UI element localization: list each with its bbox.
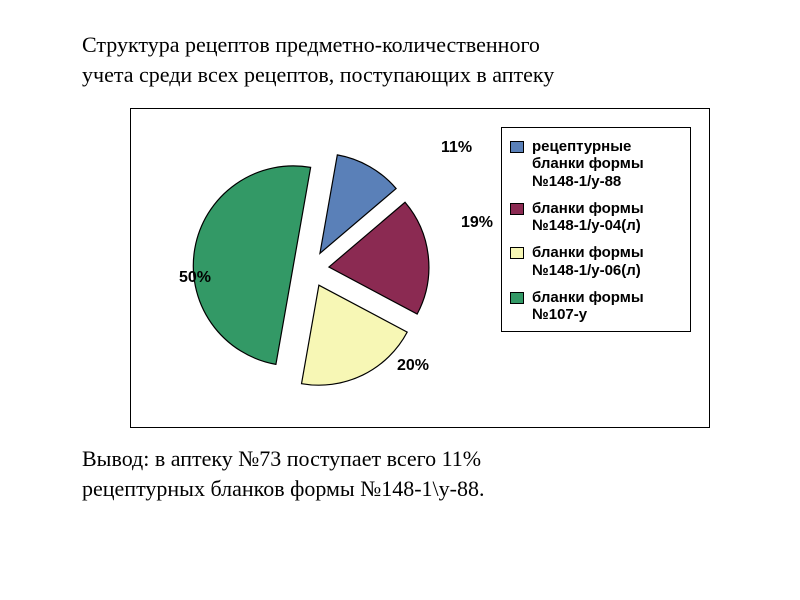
- legend-swatch-0: [510, 141, 524, 153]
- legend-swatch-3: [510, 292, 524, 304]
- legend-item-3: бланки формы №107-у: [510, 289, 682, 324]
- slice-label-1: 19%: [461, 214, 493, 232]
- pie-chart-frame: 11% 19% 20% 50% рецептурные бланки формы…: [130, 108, 710, 428]
- slice-label-3: 50%: [179, 269, 211, 287]
- legend-text-1: бланки формы №148-1/у-04(л): [532, 200, 682, 235]
- legend-text-3: бланки формы №107-у: [532, 289, 682, 324]
- legend-item-0: рецептурные бланки формы №148-1/у-88: [510, 138, 682, 190]
- conclusion-text: Вывод: в аптеку №73 поступает всего 11% …: [82, 444, 722, 503]
- pie-slice-3: [193, 166, 310, 364]
- title-line-1: Структура рецептов предметно-количествен…: [82, 32, 540, 57]
- title-line-2: учета среди всех рецептов, поступающих в…: [82, 62, 554, 87]
- legend-item-1: бланки формы №148-1/у-04(л): [510, 200, 682, 235]
- conclusion-line-2: рецептурных бланков формы №148-1\у-88.: [82, 476, 484, 501]
- legend-item-2: бланки формы №148-1/у-06(л): [510, 244, 682, 279]
- legend-text-0: рецептурные бланки формы №148-1/у-88: [532, 138, 682, 190]
- slice-label-2: 20%: [397, 357, 429, 375]
- slice-label-0: 11%: [441, 139, 472, 157]
- legend: рецептурные бланки формы №148-1/у-88 бла…: [501, 127, 691, 332]
- conclusion-line-1: Вывод: в аптеку №73 поступает всего 11%: [82, 446, 481, 471]
- page-title: Структура рецептов предметно-количествен…: [82, 30, 722, 89]
- legend-text-2: бланки формы №148-1/у-06(л): [532, 244, 682, 279]
- legend-swatch-1: [510, 203, 524, 215]
- legend-swatch-2: [510, 247, 524, 259]
